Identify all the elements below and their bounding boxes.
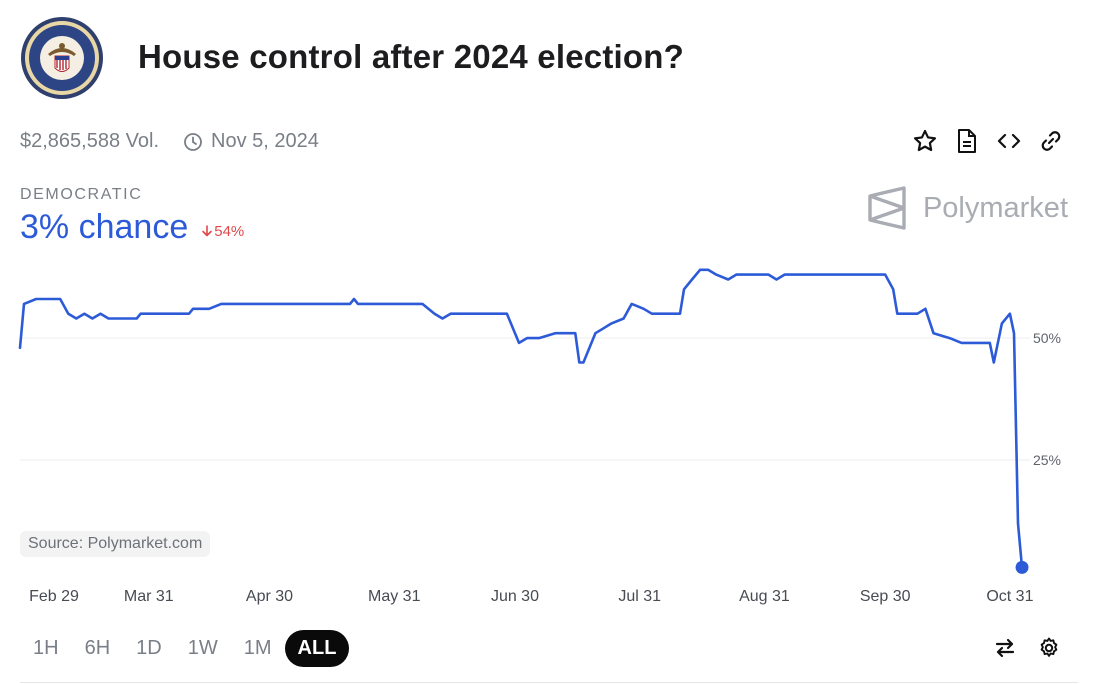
source-label: Source: Polymarket.com	[20, 531, 211, 557]
chance-value: 3% chance	[20, 208, 189, 246]
end-date-label: Nov 5, 2024	[211, 130, 319, 152]
brand-watermark: Polymarket	[867, 186, 1068, 230]
clock-icon	[183, 132, 203, 152]
volume-label: $2,865,588 Vol.	[20, 130, 160, 152]
delta-value: 54%	[214, 222, 245, 240]
brand-name: Polymarket	[922, 191, 1068, 224]
y-tick-label: 50%	[1033, 330, 1061, 346]
arrow-down-icon	[202, 225, 213, 237]
chart-gridlines	[20, 337, 1030, 461]
embed-code-icon[interactable]	[996, 126, 1022, 156]
time-range-selector: 1H 6H 1D 1W 1M ALL	[20, 630, 350, 667]
chance-display: 3% chance 54%	[20, 208, 244, 247]
swap-arrows-icon[interactable]	[992, 634, 1018, 662]
price-chart: 50% 25% Feb 29 Mar 31 Apr 30 May 31 Jun 30 Jul…	[18, 268, 1061, 605]
range-button-1w[interactable]: 1W	[187, 637, 218, 659]
x-tick-label: Jun 30	[491, 588, 539, 605]
polymarket-logo-icon	[868, 186, 906, 230]
house-of-representatives-seal-icon	[21, 17, 103, 99]
range-button-all[interactable]: ALL	[284, 630, 350, 667]
x-tick-label: May 31	[368, 588, 421, 605]
x-tick-label: Sep 30	[860, 588, 911, 605]
current-value-marker	[1015, 560, 1029, 574]
range-button-6h[interactable]: 6H	[84, 637, 111, 659]
range-button-1m[interactable]: 1M	[243, 637, 272, 659]
x-tick-label: Mar 31	[124, 588, 174, 605]
y-tick-label: 25%	[1033, 452, 1061, 468]
x-tick-label: Aug 31	[739, 588, 790, 605]
x-axis-ticks: Feb 29 Mar 31 Apr 30 May 31 Jun 30 Jul 31 Aug …	[29, 588, 1033, 605]
outcome-label: DEMOCRATIC	[20, 186, 143, 203]
market-meta: $2,865,588 Vol. Nov 5, 2024	[20, 130, 319, 153]
house-seal-logo	[20, 16, 104, 100]
x-tick-label: Apr 30	[246, 588, 293, 605]
link-icon[interactable]	[1038, 126, 1064, 156]
star-icon[interactable]	[912, 126, 938, 156]
bottom-divider	[20, 682, 1078, 683]
market-title: House control after 2024 election?	[138, 38, 684, 75]
settings-gear-icon[interactable]	[1036, 634, 1062, 662]
x-tick-label: Oct 31	[986, 588, 1033, 605]
range-button-1d[interactable]: 1D	[136, 637, 162, 659]
chance-delta: 54%	[200, 223, 244, 240]
x-tick-label: Feb 29	[29, 588, 79, 605]
document-icon[interactable]	[954, 126, 980, 156]
chance-series-line	[18, 268, 1024, 569]
y-axis-ticks: 50% 25%	[1033, 330, 1061, 468]
x-tick-label: Jul 31	[618, 588, 661, 605]
range-button-1h[interactable]: 1H	[33, 637, 59, 659]
chart-tools	[992, 634, 1062, 662]
market-actions	[912, 126, 1064, 156]
